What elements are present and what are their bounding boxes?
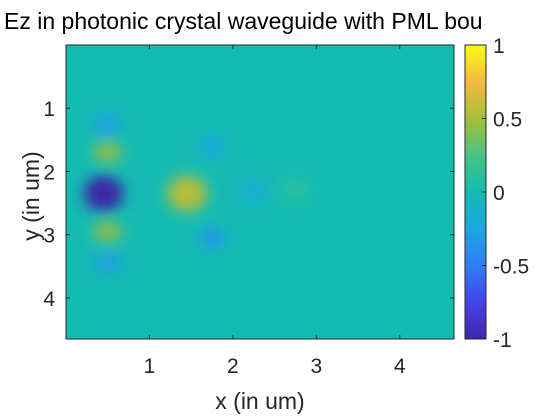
- colorbar-tick-label: 1: [493, 35, 505, 58]
- x-tick-label: 2: [227, 355, 239, 378]
- colorbar-tick-label: -0.5: [493, 256, 529, 279]
- colorbar-tick-label: 0: [493, 182, 505, 205]
- y-axis: 1 2 3 4: [43, 98, 454, 311]
- y-axis-label: y (in um): [18, 151, 44, 241]
- colorbar-axis: 1 0.5 0 -0.5 -1: [482, 35, 529, 352]
- heat-blob: [281, 180, 310, 201]
- y-tick-label: 2: [43, 161, 55, 184]
- x-axis-label: x (in um): [215, 388, 305, 414]
- x-tick-label: 4: [394, 355, 406, 378]
- heat-blob: [93, 114, 122, 135]
- heat-blob: [93, 253, 122, 274]
- y-tick-label: 1: [43, 98, 55, 121]
- heat-blob: [166, 175, 207, 212]
- heatmap-area: [66, 45, 454, 339]
- y-tick-label: 4: [43, 288, 55, 311]
- heat-blob: [198, 136, 227, 157]
- y-tick-label: 3: [43, 225, 55, 248]
- colorbar-tick-label: 0.5: [493, 109, 522, 132]
- x-axis: 1 2 3 4: [144, 45, 406, 378]
- colorbar-tick-label: -1: [493, 329, 512, 352]
- plot-frame: [65, 44, 455, 340]
- x-tick-label: 1: [144, 355, 156, 378]
- heat-blob: [198, 227, 227, 248]
- chart-title: Ez in photonic crystal waveguide with PM…: [4, 8, 483, 34]
- heat-blob: [239, 180, 268, 201]
- x-tick-label: 3: [310, 355, 322, 378]
- heat-blob: [83, 175, 124, 212]
- heat-blob: [93, 142, 122, 163]
- heat-blob: [93, 221, 122, 242]
